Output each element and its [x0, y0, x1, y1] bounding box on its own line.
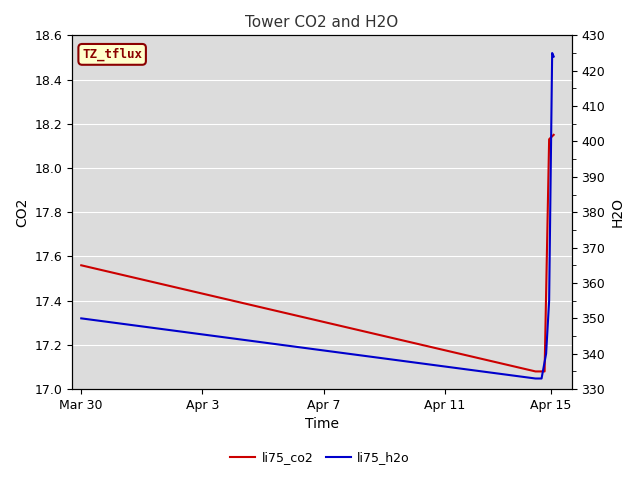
li75_co2: [541, 369, 548, 374]
li75_h2o: [542, 351, 550, 357]
li75_h2o: [545, 298, 553, 303]
li75_co2: [550, 132, 557, 138]
li75_co2: [77, 263, 85, 268]
Line: li75_co2: li75_co2: [81, 135, 554, 372]
li75_h2o: [548, 50, 556, 56]
Y-axis label: CO2: CO2: [15, 198, 29, 227]
li75_h2o: [550, 54, 557, 60]
Line: li75_h2o: li75_h2o: [81, 53, 554, 379]
li75_co2: [532, 369, 540, 374]
X-axis label: Time: Time: [305, 418, 339, 432]
li75_h2o: [532, 376, 540, 382]
li75_h2o: [77, 315, 85, 321]
Title: Tower CO2 and H2O: Tower CO2 and H2O: [245, 15, 399, 30]
li75_co2: [545, 136, 553, 142]
Y-axis label: H2O: H2O: [611, 197, 625, 227]
Text: TZ_tflux: TZ_tflux: [82, 48, 142, 61]
li75_h2o: [538, 376, 545, 382]
Legend: li75_co2, li75_h2o: li75_co2, li75_h2o: [225, 446, 415, 469]
